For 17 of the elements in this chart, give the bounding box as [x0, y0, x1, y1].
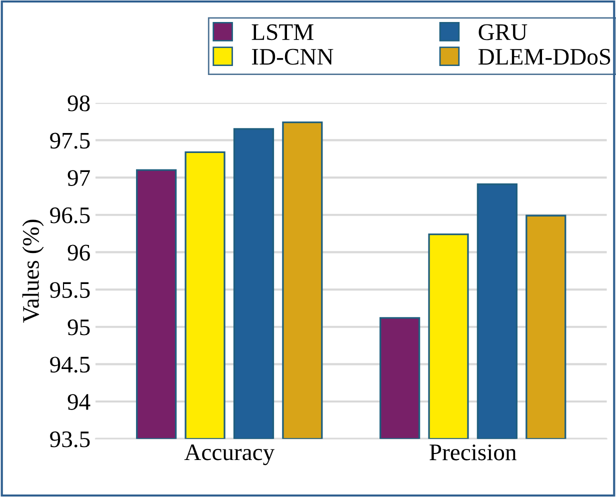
y-tick-label: 94 — [68, 394, 90, 410]
legend-label: GRU — [478, 24, 528, 40]
legend-label: ID-CNN — [252, 48, 334, 65]
y-tick-label: 97.5 — [50, 132, 90, 149]
legend-label: DLEM-DDoS — [478, 48, 610, 65]
y-tick-label: 95 — [68, 319, 90, 336]
x-tick-label: Accuracy — [184, 444, 275, 466]
y-tick-label: 96.5 — [50, 207, 90, 224]
y-tick-label: 93.5 — [50, 431, 90, 448]
y-tick-label: 98 — [68, 95, 90, 112]
y-axis-title: Values (%) — [22, 220, 44, 323]
legend-label: LSTM — [252, 24, 314, 40]
y-tick-label: 97 — [68, 170, 90, 186]
y-tick-label: 94.5 — [50, 356, 90, 373]
x-tick-label: Precision — [430, 444, 516, 460]
y-tick-label: 95.5 — [50, 282, 90, 298]
y-tick-label: 96 — [68, 244, 90, 261]
